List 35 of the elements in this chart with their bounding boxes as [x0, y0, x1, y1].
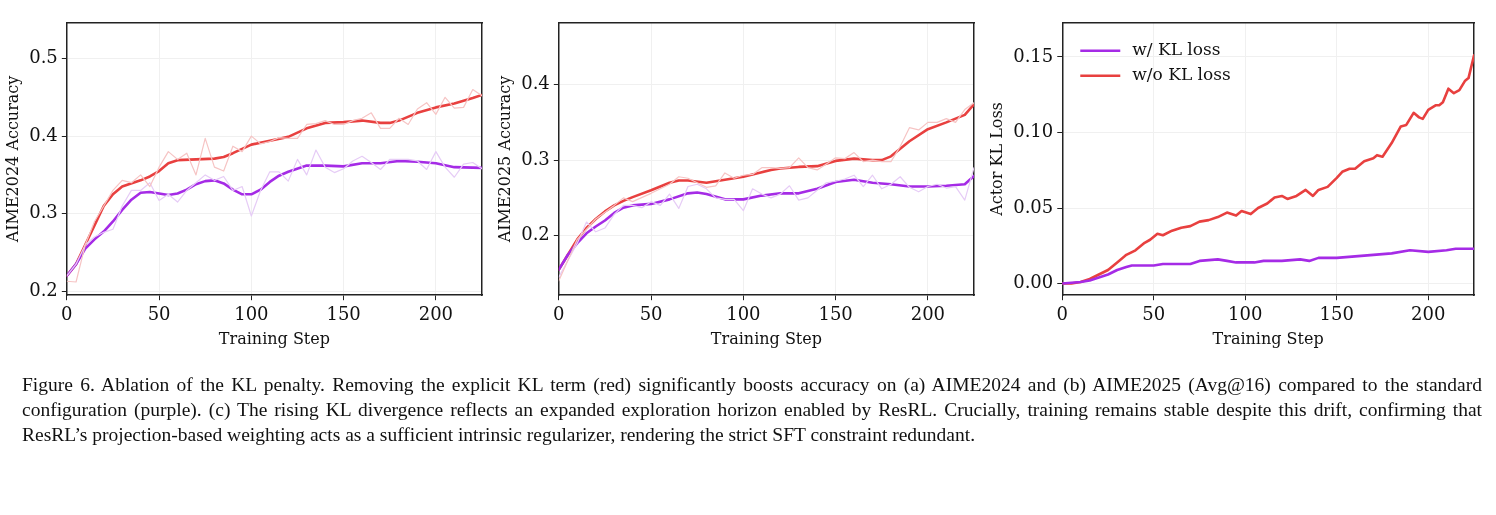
x-tick-label: 100: [1228, 302, 1263, 324]
y-tick-label: 0.15: [1013, 44, 1054, 66]
y-tick-label: 0.4: [29, 123, 58, 145]
x-tick-label: 0: [61, 302, 73, 324]
y-axis-title: Actor KL Loss: [986, 102, 1006, 217]
x-axis-title: Training Step: [218, 328, 330, 348]
x-tick-label: 150: [326, 302, 361, 324]
x-tick-label: 0: [1056, 302, 1068, 324]
y-tick-label: 0.05: [1013, 195, 1054, 217]
y-tick-label: 0.3: [521, 147, 550, 169]
x-tick-label: 150: [1319, 302, 1354, 324]
y-tick-label: 0.5: [29, 46, 58, 68]
x-axis-title: Training Step: [710, 328, 822, 348]
legend-label: w/ KL loss: [1132, 39, 1221, 60]
y-tick-label: 0.4: [521, 72, 550, 94]
y-axis-title: AIME2025 Accuracy: [494, 75, 514, 244]
y-tick-label: 0.2: [521, 223, 550, 245]
x-tick-label: 50: [147, 302, 171, 324]
y-tick-label: 0.10: [1013, 120, 1054, 142]
x-tick-label: 50: [1142, 302, 1166, 324]
x-tick-label: 100: [234, 302, 269, 324]
y-axis-title: AIME2024 Accuracy: [2, 75, 22, 244]
y-tick-label: 0.3: [29, 201, 58, 223]
x-tick-label: 200: [910, 302, 946, 324]
x-tick-label: 100: [726, 302, 761, 324]
x-tick-label: 200: [418, 302, 454, 324]
x-tick-label: 50: [639, 302, 663, 324]
y-tick-label: 0.2: [29, 278, 58, 300]
x-axis-title: Training Step: [1212, 328, 1324, 348]
legend-label: w/o KL loss: [1132, 64, 1231, 85]
y-tick-label: 0.00: [1013, 271, 1054, 293]
x-tick-label: 150: [818, 302, 853, 324]
caption: Figure 6. Ablation of the KL penalty. Removing the explicit KL term (red) significantly boosts accuracy on (a) AIME2024 and (b) AIME2025 (Avg@16) compared to the standard configuration (purple). (c) The rising KL divergence reflects an expanded exploration horizon enabled by ResRL. Crucially, training remains stable despite this drift, confirming that ResRL’s projection-based weighting acts as a sufficient intrinsic regularizer, rendering the strict SFT constraint redundant.: [22, 373, 1482, 447]
x-tick-label: 0: [553, 302, 565, 324]
x-tick-label: 200: [1411, 302, 1446, 324]
